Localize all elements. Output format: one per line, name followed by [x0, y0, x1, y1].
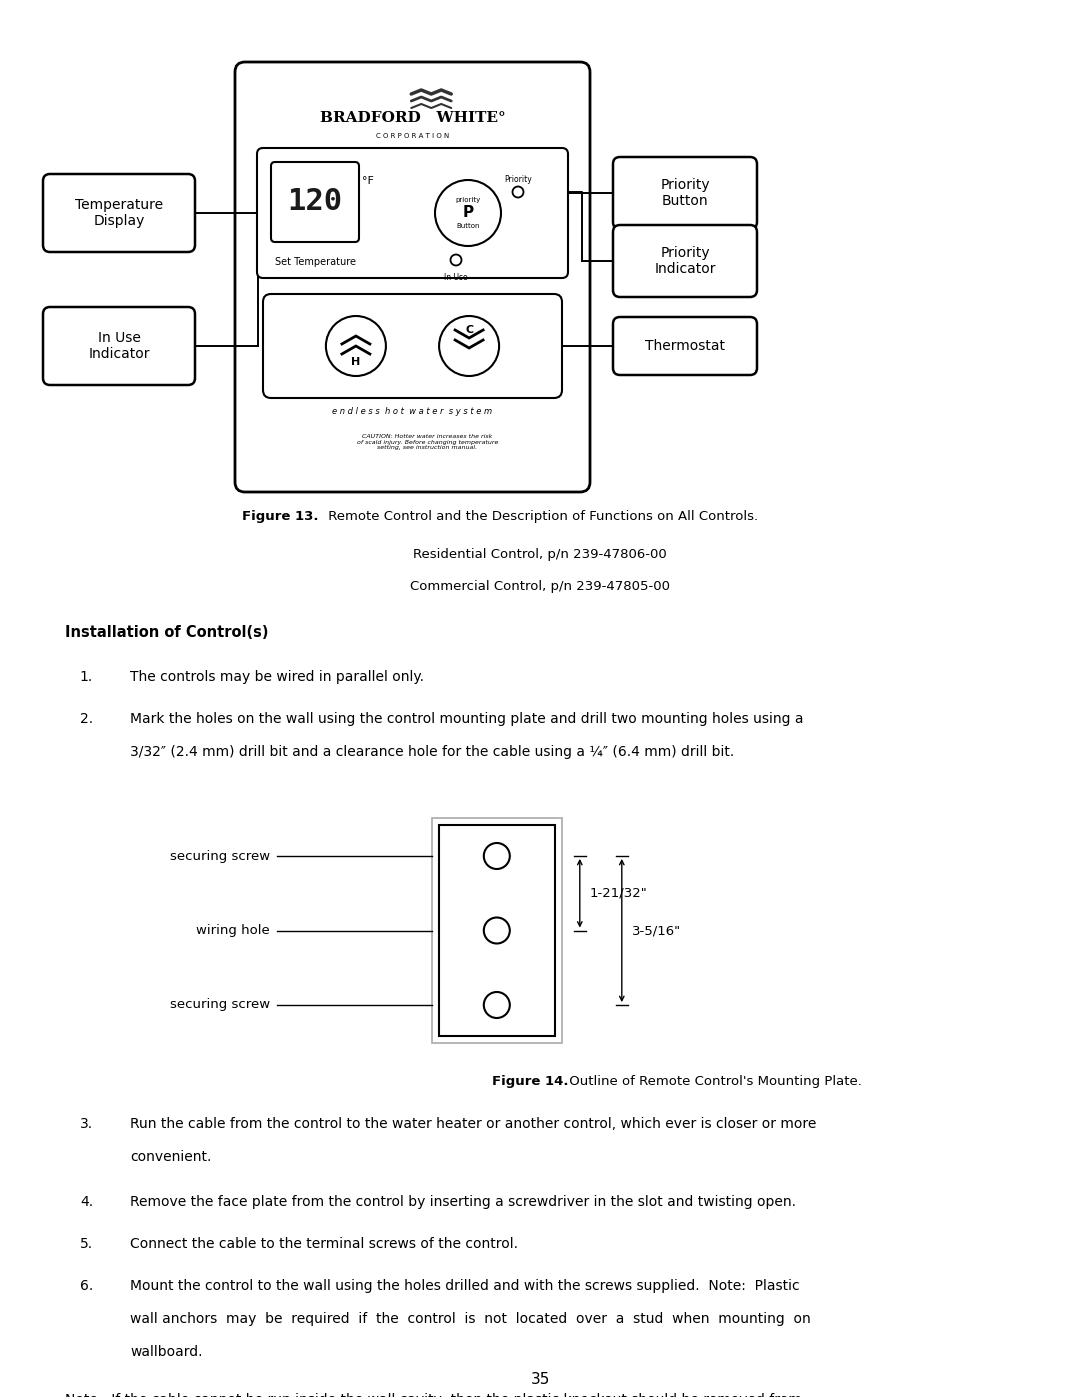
FancyBboxPatch shape	[43, 307, 195, 386]
Text: 3-5/16": 3-5/16"	[632, 923, 680, 937]
Text: Remove the face plate from the control by inserting a screwdriver in the slot an: Remove the face plate from the control b…	[130, 1194, 796, 1208]
Bar	[432, 819, 562, 1044]
Text: Priority
Indicator: Priority Indicator	[654, 246, 716, 277]
Circle shape	[440, 316, 499, 376]
FancyBboxPatch shape	[43, 175, 195, 251]
Text: Residential Control, p/n 239-47806-00: Residential Control, p/n 239-47806-00	[414, 548, 666, 562]
FancyBboxPatch shape	[257, 148, 568, 278]
Text: Note:  If the cable cannot be run inside the wall cavity, then the plastic knock: Note: If the cable cannot be run inside …	[65, 1393, 801, 1397]
Circle shape	[513, 187, 524, 197]
Text: Figure 13.: Figure 13.	[242, 510, 319, 522]
Text: °F: °F	[362, 176, 374, 186]
Text: Thermostat: Thermostat	[645, 339, 725, 353]
Text: Priority: Priority	[504, 175, 531, 183]
FancyBboxPatch shape	[613, 317, 757, 374]
Text: CAUTION: Hotter water increases the risk
of scald injury. Before changing temper: CAUTION: Hotter water increases the risk…	[356, 433, 498, 450]
Circle shape	[450, 254, 461, 265]
Text: Mount the control to the wall using the holes drilled and with the screws suppli: Mount the control to the wall using the …	[130, 1280, 799, 1294]
Text: In Use: In Use	[444, 272, 468, 282]
Text: Button: Button	[456, 224, 480, 229]
Text: In Use
Indicator: In Use Indicator	[89, 331, 150, 360]
Text: securing screw: securing screw	[170, 849, 270, 862]
Text: 120: 120	[287, 187, 342, 217]
Circle shape	[484, 992, 510, 1018]
Circle shape	[326, 316, 386, 376]
Text: 4.: 4.	[80, 1194, 93, 1208]
Circle shape	[435, 180, 501, 246]
Bar	[438, 826, 555, 1037]
FancyBboxPatch shape	[235, 61, 590, 492]
Text: wallboard.: wallboard.	[130, 1345, 203, 1359]
Text: Outline of Remote Control's Mounting Plate.: Outline of Remote Control's Mounting Pla…	[565, 1076, 862, 1088]
Text: securing screw: securing screw	[170, 999, 270, 1011]
Text: 2.: 2.	[80, 712, 93, 726]
Text: Priority
Button: Priority Button	[660, 177, 710, 208]
Text: P: P	[462, 204, 473, 219]
Text: priority: priority	[456, 197, 481, 203]
Text: 3.: 3.	[80, 1118, 93, 1132]
Text: Temperature
Display: Temperature Display	[75, 198, 163, 228]
Text: H: H	[351, 358, 361, 367]
Text: 3/32″ (2.4 mm) drill bit and a clearance hole for the cable using a ¼″ (6.4 mm) : 3/32″ (2.4 mm) drill bit and a clearance…	[130, 745, 734, 759]
Text: 1.: 1.	[80, 671, 93, 685]
Circle shape	[484, 842, 510, 869]
Text: 6.: 6.	[80, 1280, 93, 1294]
Text: wiring hole: wiring hole	[197, 923, 270, 937]
FancyBboxPatch shape	[264, 293, 562, 398]
Circle shape	[484, 918, 510, 943]
Text: Run the cable from the control to the water heater or another control, which eve: Run the cable from the control to the wa…	[130, 1118, 816, 1132]
Text: Connect the cable to the terminal screws of the control.: Connect the cable to the terminal screws…	[130, 1236, 518, 1250]
FancyBboxPatch shape	[613, 225, 757, 298]
Text: Remote Control and the Description of Functions on All Controls.: Remote Control and the Description of Fu…	[324, 510, 758, 522]
FancyBboxPatch shape	[271, 162, 359, 242]
Text: e n d l e s s  h o t  w a t e r  s y s t e m: e n d l e s s h o t w a t e r s y s t e …	[333, 408, 492, 416]
Text: 35: 35	[530, 1372, 550, 1387]
Text: C O R P O R A T I O N: C O R P O R A T I O N	[376, 133, 449, 138]
Text: The controls may be wired in parallel only.: The controls may be wired in parallel on…	[130, 671, 424, 685]
Text: Set Temperature: Set Temperature	[274, 257, 355, 267]
Text: 5.: 5.	[80, 1236, 93, 1250]
Text: Figure 14.: Figure 14.	[492, 1076, 568, 1088]
Text: C: C	[465, 326, 473, 335]
Text: wall anchors  may  be  required  if  the  control  is  not  located  over  a  st: wall anchors may be required if the cont…	[130, 1312, 811, 1326]
Text: 1-21/32": 1-21/32"	[590, 887, 648, 900]
Text: convenient.: convenient.	[130, 1150, 212, 1164]
FancyBboxPatch shape	[613, 156, 757, 229]
Text: Commercial Control, p/n 239-47805-00: Commercial Control, p/n 239-47805-00	[410, 580, 670, 592]
Text: Mark the holes on the wall using the control mounting plate and drill two mounti: Mark the holes on the wall using the con…	[130, 712, 804, 726]
Text: Installation of Control(s): Installation of Control(s)	[65, 624, 269, 640]
Text: BRADFORD   WHITE°: BRADFORD WHITE°	[320, 110, 505, 124]
